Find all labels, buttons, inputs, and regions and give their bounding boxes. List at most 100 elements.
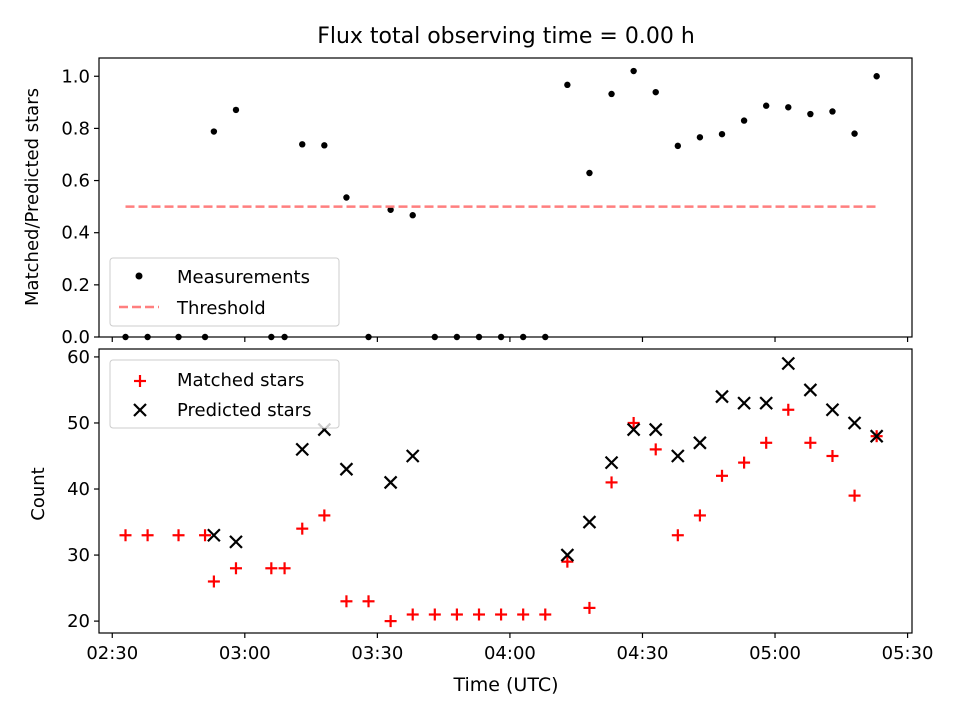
predicted-stars-point-10 <box>626 422 641 437</box>
top-legend: Measurements Threshold <box>109 257 340 327</box>
top-y-tick-label-1-0: 1.0 <box>61 66 90 87</box>
predicted-stars-point-16 <box>759 396 773 410</box>
bottom-y-axis-label: Count <box>28 467 49 520</box>
matched-stars-point-1 <box>141 529 154 542</box>
measurements-point-27 <box>718 130 726 138</box>
top-y-tick-label-0-8: 0.8 <box>61 118 90 139</box>
predicted-stars-point-11 <box>648 422 663 437</box>
chart-title: Flux total observing time = 0.00 h <box>317 24 695 49</box>
bottom-y-tick-label-40: 40 <box>67 479 90 500</box>
measurements-point-20 <box>564 81 571 89</box>
matched-stars-point-21 <box>583 601 596 614</box>
matched-stars-point-29 <box>760 436 773 449</box>
matched-stars-point-18 <box>517 608 530 621</box>
matched-stars-point-3 <box>199 529 212 542</box>
matched-stars-point-22 <box>605 476 618 489</box>
matched-stars-point-28 <box>738 456 751 469</box>
top-y-tick-label-0-4: 0.4 <box>61 223 90 244</box>
predicted-stars-point-17 <box>781 356 796 371</box>
measurements-point-32 <box>829 108 836 115</box>
legend-label-measurements: Measurements <box>177 267 310 288</box>
predicted-stars-point-15 <box>737 396 751 410</box>
matched-stars-point-30 <box>782 403 795 416</box>
predicted-stars-point-7 <box>560 548 575 562</box>
top-axes-frame <box>98 57 913 338</box>
matched-stars-point-25 <box>671 529 684 542</box>
matched-stars-point-6 <box>265 562 278 575</box>
measurements-point-21 <box>586 169 593 177</box>
top-y-tick-label-0-6: 0.6 <box>61 171 90 192</box>
predicted-stars-point-14 <box>715 389 729 404</box>
predicted-stars-point-20 <box>847 416 862 430</box>
predicted-stars-point-4 <box>339 462 354 476</box>
matched-stars-point-5 <box>229 562 242 575</box>
measurements-point-24 <box>652 88 659 96</box>
predicted-stars-point-19 <box>825 402 840 417</box>
measurements-point-28 <box>740 117 748 124</box>
legend-marker-matched <box>134 375 146 387</box>
predicted-stars-point-18 <box>803 383 818 397</box>
measurements-point-10 <box>343 194 350 201</box>
top-panel: 0.0 0.2 0.4 0.6 0.8 1.0 Matched/Predicted sta… <box>22 57 913 348</box>
top-y-tick-label-0-0: 0.0 <box>61 327 90 348</box>
bottom-y-tick-label-20: 20 <box>67 611 90 632</box>
measurements-point-26 <box>696 134 704 141</box>
predicted-stars-point-6 <box>405 449 420 463</box>
matched-stars-point-32 <box>826 449 839 462</box>
measurements-point-22 <box>608 90 615 98</box>
matched-stars-point-19 <box>539 608 552 621</box>
matched-stars-point-31 <box>804 436 817 449</box>
matched-stars-point-16 <box>472 608 485 621</box>
matched-stars-point-17 <box>495 608 508 621</box>
matched-stars-point-24 <box>649 443 662 456</box>
legend-label-threshold: Threshold <box>176 298 266 319</box>
predicted-stars-point-12 <box>671 449 685 463</box>
top-y-tick-label-0-2: 0.2 <box>61 275 90 296</box>
legend-marker-measurements <box>135 272 143 280</box>
bottom-y-tick-label-60: 60 <box>67 347 90 368</box>
bottom-y-tick-label-50: 50 <box>67 413 90 434</box>
matched-stars-point-33 <box>848 489 861 502</box>
bottom-axes: 02:30 03:00 03:30 04:00 04:30 05:00 05:30 20 30 4… <box>67 347 933 664</box>
measurements-point-12 <box>387 206 394 213</box>
measurements-point-4 <box>210 128 218 135</box>
measurements-point-33 <box>851 130 858 137</box>
matched-stars-point-13 <box>406 608 419 621</box>
measurements-point-30 <box>785 104 792 111</box>
bottom-x-tick-label-03-30: 03:30 <box>351 643 403 664</box>
matched-stars-point-20 <box>561 555 574 568</box>
measurements-point-5 <box>232 106 240 114</box>
matched-stars-point-11 <box>362 595 375 608</box>
predicted-stars-point-21 <box>869 429 884 443</box>
measurements-point-25 <box>674 142 682 150</box>
measurements-point-23 <box>630 67 637 75</box>
bottom-legend-frame <box>109 359 340 429</box>
predicted-stars-point-8 <box>582 515 597 529</box>
matched-stars-point-9 <box>318 509 331 522</box>
matched-stars-point-10 <box>340 595 353 608</box>
bottom-x-tick-label-03-00: 03:00 <box>219 643 271 664</box>
legend-label-matched: Matched stars <box>177 370 304 391</box>
predicted-stars-point-9 <box>604 455 619 470</box>
predicted-stars-point-2 <box>295 442 310 457</box>
top-y-axis-label: Matched/Predicted stars <box>22 88 43 306</box>
measurements-point-34 <box>873 73 880 80</box>
measurements-point-13 <box>409 212 416 219</box>
measurements-point-29 <box>762 102 770 109</box>
top-legend-frame <box>109 257 340 327</box>
bottom-axes-frame <box>98 348 913 634</box>
matched-stars-point-2 <box>172 529 185 542</box>
predicted-stars-point-5 <box>383 475 398 490</box>
predicted-stars-point-0 <box>207 528 221 543</box>
matched-stars-point-0 <box>119 529 132 542</box>
bottom-x-tick-label-05-00: 05:00 <box>749 643 801 664</box>
bottom-x-tick-label-02-30: 02:30 <box>86 643 138 664</box>
matched-stars-point-27 <box>716 469 729 482</box>
bottom-legend: Matched stars Predicted stars <box>109 359 340 429</box>
matched-stars-point-7 <box>278 562 291 575</box>
measurements-point-31 <box>807 110 814 118</box>
matched-stars-point-15 <box>450 608 463 621</box>
legend-marker-predicted <box>133 403 147 417</box>
matched-stars-point-4 <box>207 575 220 588</box>
